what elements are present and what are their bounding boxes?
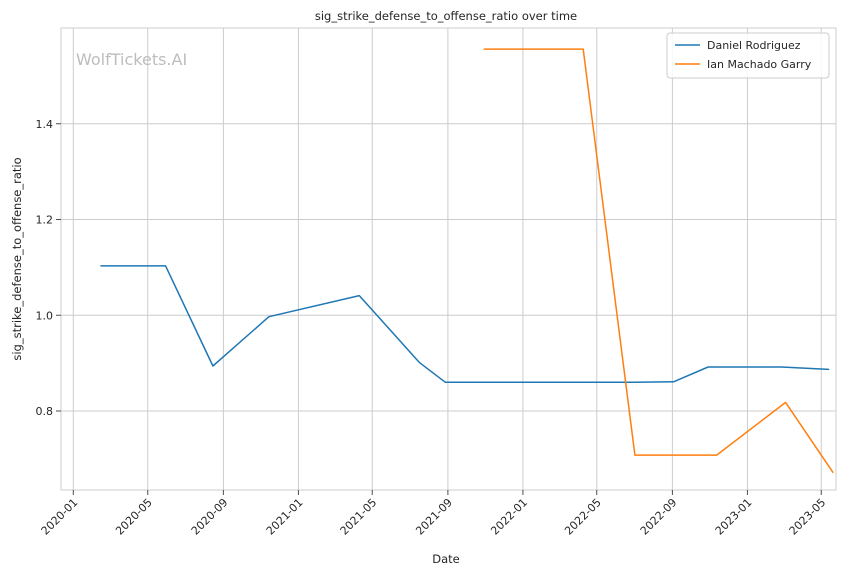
chart-title: sig_strike_defense_to_offense_ratio over… <box>315 9 577 23</box>
y-tick-label: 1.0 <box>36 309 54 322</box>
x-tick-label: 2022-05 <box>562 496 604 538</box>
series-line-2 <box>483 48 834 474</box>
series-layer <box>100 48 834 474</box>
x-tick-label: 2020-01 <box>39 496 81 538</box>
x-tick-label: 2023-05 <box>787 496 829 538</box>
legend-label: Daniel Rodriguez <box>707 39 801 52</box>
y-axis: 0.8 1.0 1.2 1.4 <box>36 118 61 418</box>
watermark: WolfTickets.AI <box>76 50 187 69</box>
x-tick-label: 2023-01 <box>713 496 755 538</box>
legend: Daniel Rodriguez Ian Machado Garry <box>666 32 830 79</box>
x-tick-label: 2022-01 <box>488 496 530 538</box>
x-axis: 2020-01 2020-05 2020-09 2021-01 2021-05 2021-… <box>39 490 829 538</box>
x-tick-label: 2021-09 <box>413 496 455 538</box>
legend-box <box>666 32 830 79</box>
x-tick-label: 2021-05 <box>338 496 380 538</box>
x-axis-label: Date <box>432 552 460 566</box>
grid-lines <box>61 28 836 490</box>
x-tick-label: 2021-01 <box>264 496 306 538</box>
y-tick-label: 1.4 <box>36 118 54 131</box>
legend-label: Ian Machado Garry <box>707 58 812 71</box>
y-tick-label: 1.2 <box>36 214 54 227</box>
x-tick-label: 2020-05 <box>113 496 155 538</box>
x-tick-label: 2020-09 <box>189 496 231 538</box>
y-tick-label: 0.8 <box>36 405 54 418</box>
series-line-1 <box>100 265 830 384</box>
y-axis-label: sig_strike_defense_to_offense_ratio <box>10 157 24 360</box>
x-tick-label: 2022-09 <box>638 496 680 538</box>
plot-area <box>60 27 837 491</box>
